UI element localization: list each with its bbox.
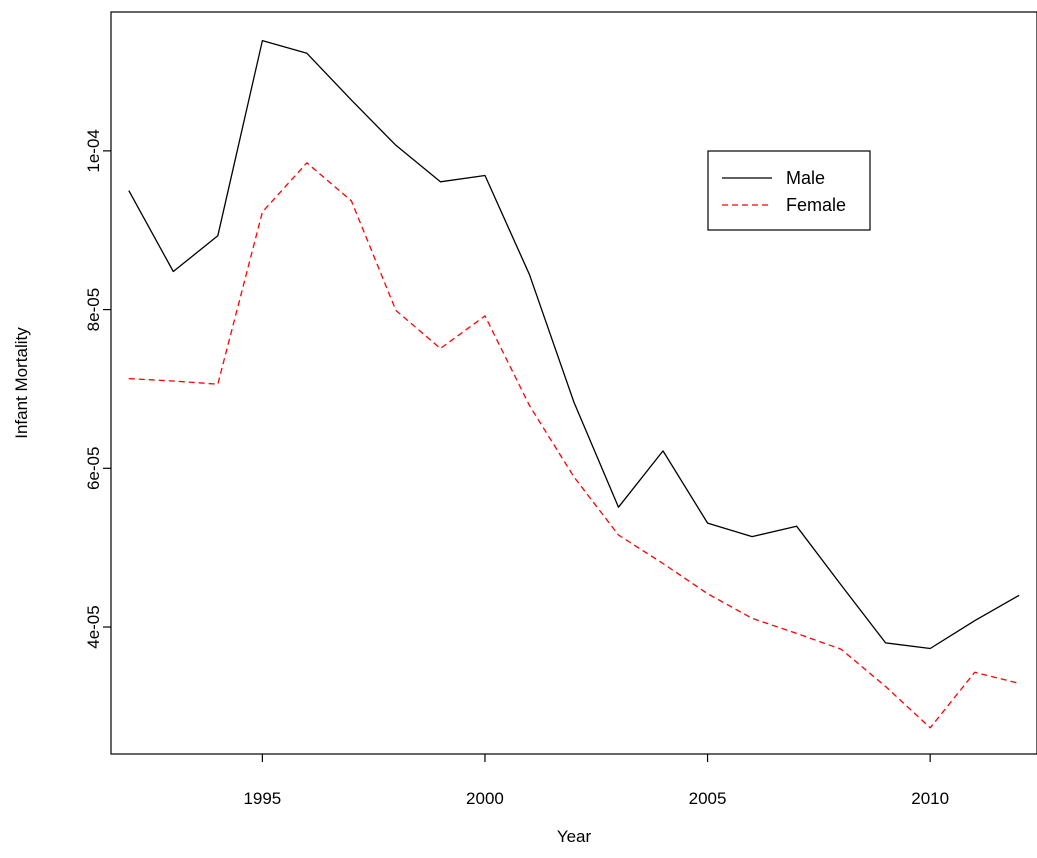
x-tick-label: 2005: [689, 789, 727, 808]
series-line-female: [128, 162, 1020, 729]
x-tick-label: 2010: [911, 789, 949, 808]
y-axis: 4e-05 6e-05 8e-05 1e-04: [84, 129, 111, 649]
legend-label-male: Male: [786, 168, 825, 188]
legend: Male Female: [707, 150, 871, 231]
y-axis-title: Infant Mortality: [12, 327, 31, 439]
x-tick-label: 2000: [466, 789, 504, 808]
y-tick-label: 4e-05: [84, 605, 103, 648]
x-axis: 1995 2000 2005 2010: [243, 754, 949, 808]
y-tick-label: 1e-04: [84, 129, 103, 172]
legend-label-female: Female: [786, 195, 846, 215]
plot-frame: [110, 11, 1037, 755]
x-tick-label: 1995: [243, 789, 281, 808]
x-axis-title: Year: [557, 827, 592, 846]
y-tick-label: 6e-05: [84, 447, 103, 490]
legend-box: [707, 150, 871, 231]
series-layer: [128, 39, 1020, 729]
y-tick-label: 8e-05: [84, 288, 103, 331]
series-line-male: [128, 39, 1020, 650]
